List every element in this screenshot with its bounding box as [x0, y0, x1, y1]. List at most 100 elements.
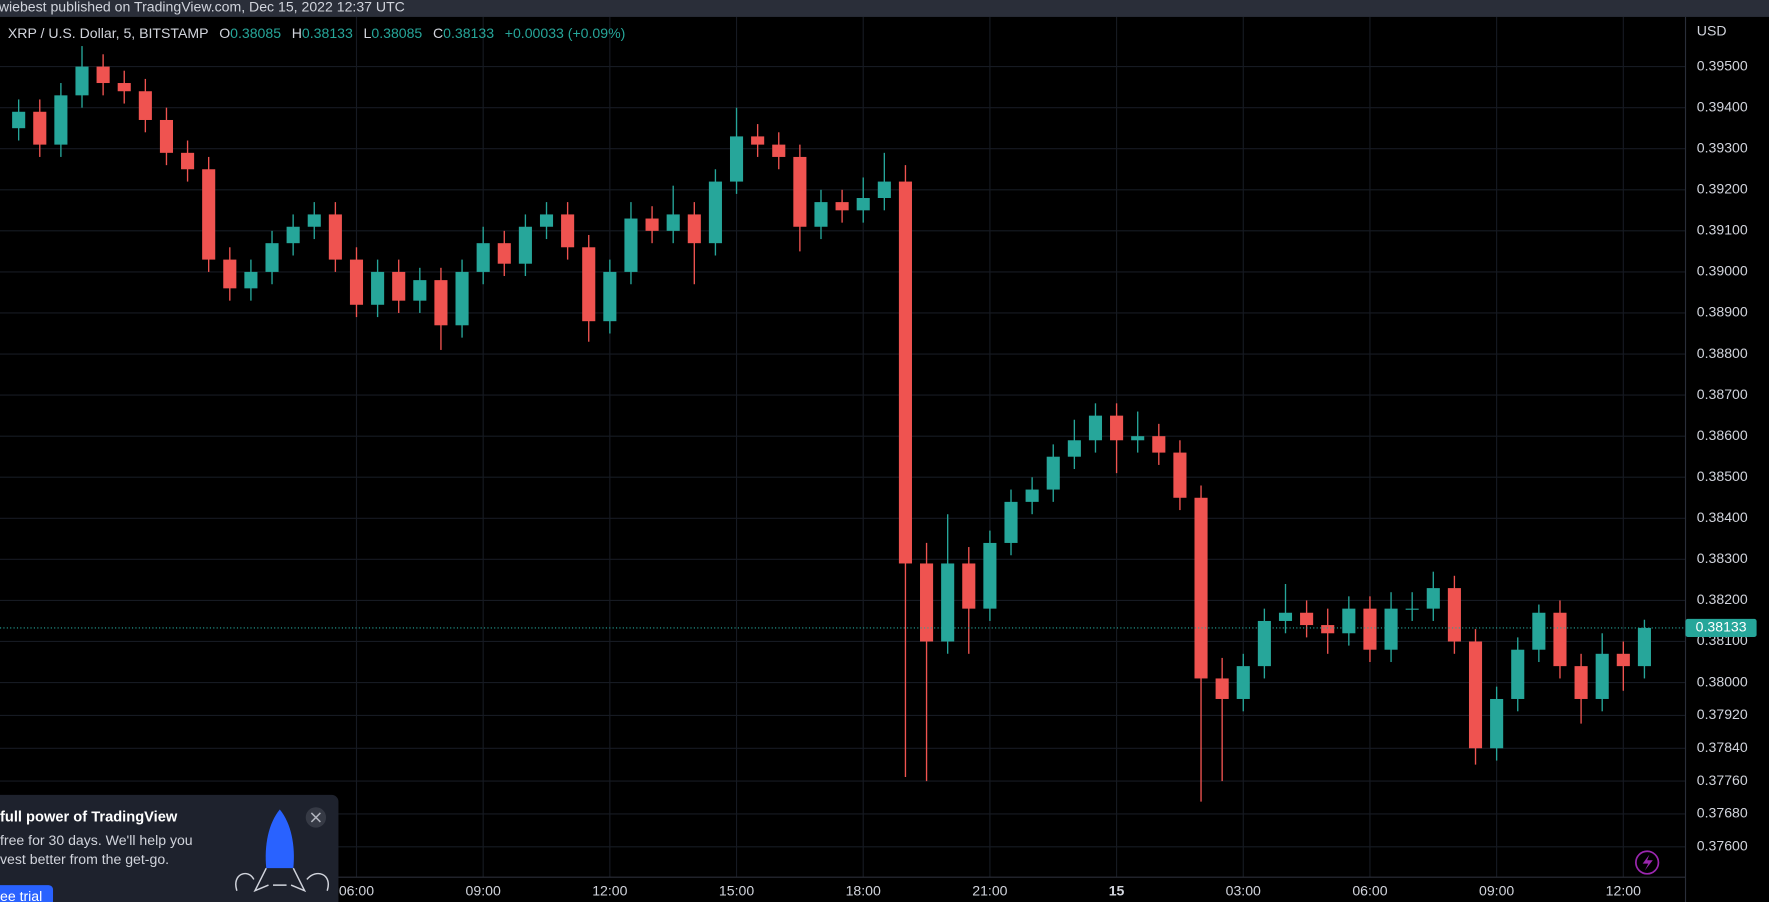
- y-tick-label: 0.38200: [1697, 591, 1748, 607]
- candle-body: [434, 280, 448, 326]
- candle-body: [561, 214, 575, 248]
- lightning-icon: [1642, 854, 1653, 871]
- x-tick-label: 21:00: [972, 883, 1007, 899]
- candle-body: [729, 136, 744, 182]
- candle-body: [12, 111, 26, 129]
- candle-body: [75, 66, 89, 96]
- l-label: L: [364, 25, 372, 41]
- candle-body: [117, 83, 131, 92]
- candle-body: [1405, 608, 1419, 610]
- candle-body: [328, 214, 342, 260]
- candle-body: [1257, 620, 1271, 667]
- x-tick-label: 09:00: [466, 883, 501, 899]
- candle-body: [138, 91, 152, 120]
- top-bar: [0, 0, 1769, 17]
- candle-body: [772, 144, 786, 157]
- candle-body: [1215, 678, 1229, 699]
- l-value: 0.38085: [371, 25, 422, 41]
- lightning-button[interactable]: [1635, 850, 1660, 875]
- y-tick-label: 0.38500: [1697, 468, 1748, 484]
- candle-body: [202, 169, 216, 260]
- o-label: O: [219, 25, 230, 41]
- candle-body: [582, 247, 596, 322]
- x-tick-label: 15:00: [719, 883, 754, 899]
- published-text: owiebest published on TradingView.com, D…: [0, 0, 405, 15]
- candle-body: [1067, 440, 1081, 457]
- x-tick-label: 09:00: [1479, 883, 1514, 899]
- candle-body: [1532, 612, 1546, 650]
- candle-body: [898, 181, 912, 564]
- candle-body: [1088, 415, 1103, 441]
- candle-body: [666, 214, 680, 231]
- candle-body: [307, 214, 321, 227]
- currency: USD: [1697, 22, 1727, 38]
- y-tick-label: 0.39000: [1697, 263, 1748, 279]
- candle-body: [1131, 436, 1145, 441]
- candle-body: [265, 243, 279, 272]
- y-tick-label: 0.38300: [1697, 550, 1748, 566]
- candle-body: [1574, 666, 1588, 699]
- o-value: 0.38085: [230, 25, 281, 41]
- y-tick-label: 0.38700: [1697, 386, 1748, 402]
- candle-body: [1637, 627, 1651, 667]
- candle-body: [286, 226, 300, 244]
- candle-body: [1426, 588, 1440, 609]
- candle-body: [476, 243, 490, 272]
- symbol: XRP / U.S. Dollar, 5, BITSTAMP: [8, 25, 209, 41]
- candle-body: [1553, 612, 1567, 667]
- x-tick-label: 18:00: [846, 883, 881, 899]
- candle-body: [687, 214, 701, 244]
- candle-body: [1173, 452, 1187, 498]
- candle-body: [856, 198, 870, 211]
- h-label: H: [292, 25, 302, 41]
- close-icon: [310, 812, 321, 823]
- h-value: 0.38133: [302, 25, 353, 41]
- candle-body: [497, 243, 511, 264]
- y-tick-label: 0.39300: [1697, 139, 1748, 155]
- candle-body: [518, 226, 532, 264]
- candle-body: [392, 271, 406, 301]
- y-tick-label: 0.37600: [1697, 838, 1748, 854]
- y-tick-label: 0.39500: [1697, 57, 1748, 73]
- x-tick-label: 03:00: [1226, 883, 1261, 899]
- trial-button-text: ee trial: [0, 888, 42, 902]
- candle-body: [603, 271, 617, 322]
- y-tick-label: 0.38000: [1697, 673, 1748, 689]
- candle-body: [181, 152, 195, 170]
- candle-body: [455, 271, 469, 326]
- x-tick-label: 12:00: [592, 883, 627, 899]
- y-tick-label: 0.39400: [1697, 98, 1748, 114]
- y-tick-label: 0.37920: [1697, 706, 1748, 722]
- trial-button[interactable]: [0, 885, 54, 902]
- candle-body: [33, 111, 47, 145]
- candle-body: [349, 259, 364, 305]
- promo-title: full power of TradingView: [0, 809, 178, 825]
- candle-body: [54, 95, 68, 145]
- candle-body: [1300, 612, 1314, 626]
- candle-body: [1616, 653, 1630, 667]
- candle-body: [1152, 436, 1166, 453]
- candle-body: [708, 181, 722, 244]
- candle-body: [941, 563, 955, 642]
- candle-body: [1236, 666, 1250, 699]
- candle-body: [1490, 698, 1504, 749]
- y-tick-label: 0.37680: [1697, 805, 1748, 821]
- candle-body: [1025, 489, 1039, 502]
- promo-box: [0, 794, 339, 902]
- y-tick-label: 0.37840: [1697, 739, 1748, 755]
- rocket: [265, 809, 294, 869]
- candle-body: [1046, 456, 1060, 490]
- candle-body: [1511, 649, 1525, 699]
- candles: [0, 46, 1686, 802]
- candle-body: [1194, 497, 1208, 679]
- y-tick-label: 0.38600: [1697, 427, 1748, 443]
- candle-body: [1321, 625, 1335, 634]
- candle-body: [877, 181, 891, 199]
- promo-popup: full power of TradingView free for 30 da…: [0, 794, 339, 902]
- candle-body: [159, 119, 174, 153]
- candle-body: [920, 563, 934, 642]
- promo-text: vest better from the get-go.: [0, 851, 169, 867]
